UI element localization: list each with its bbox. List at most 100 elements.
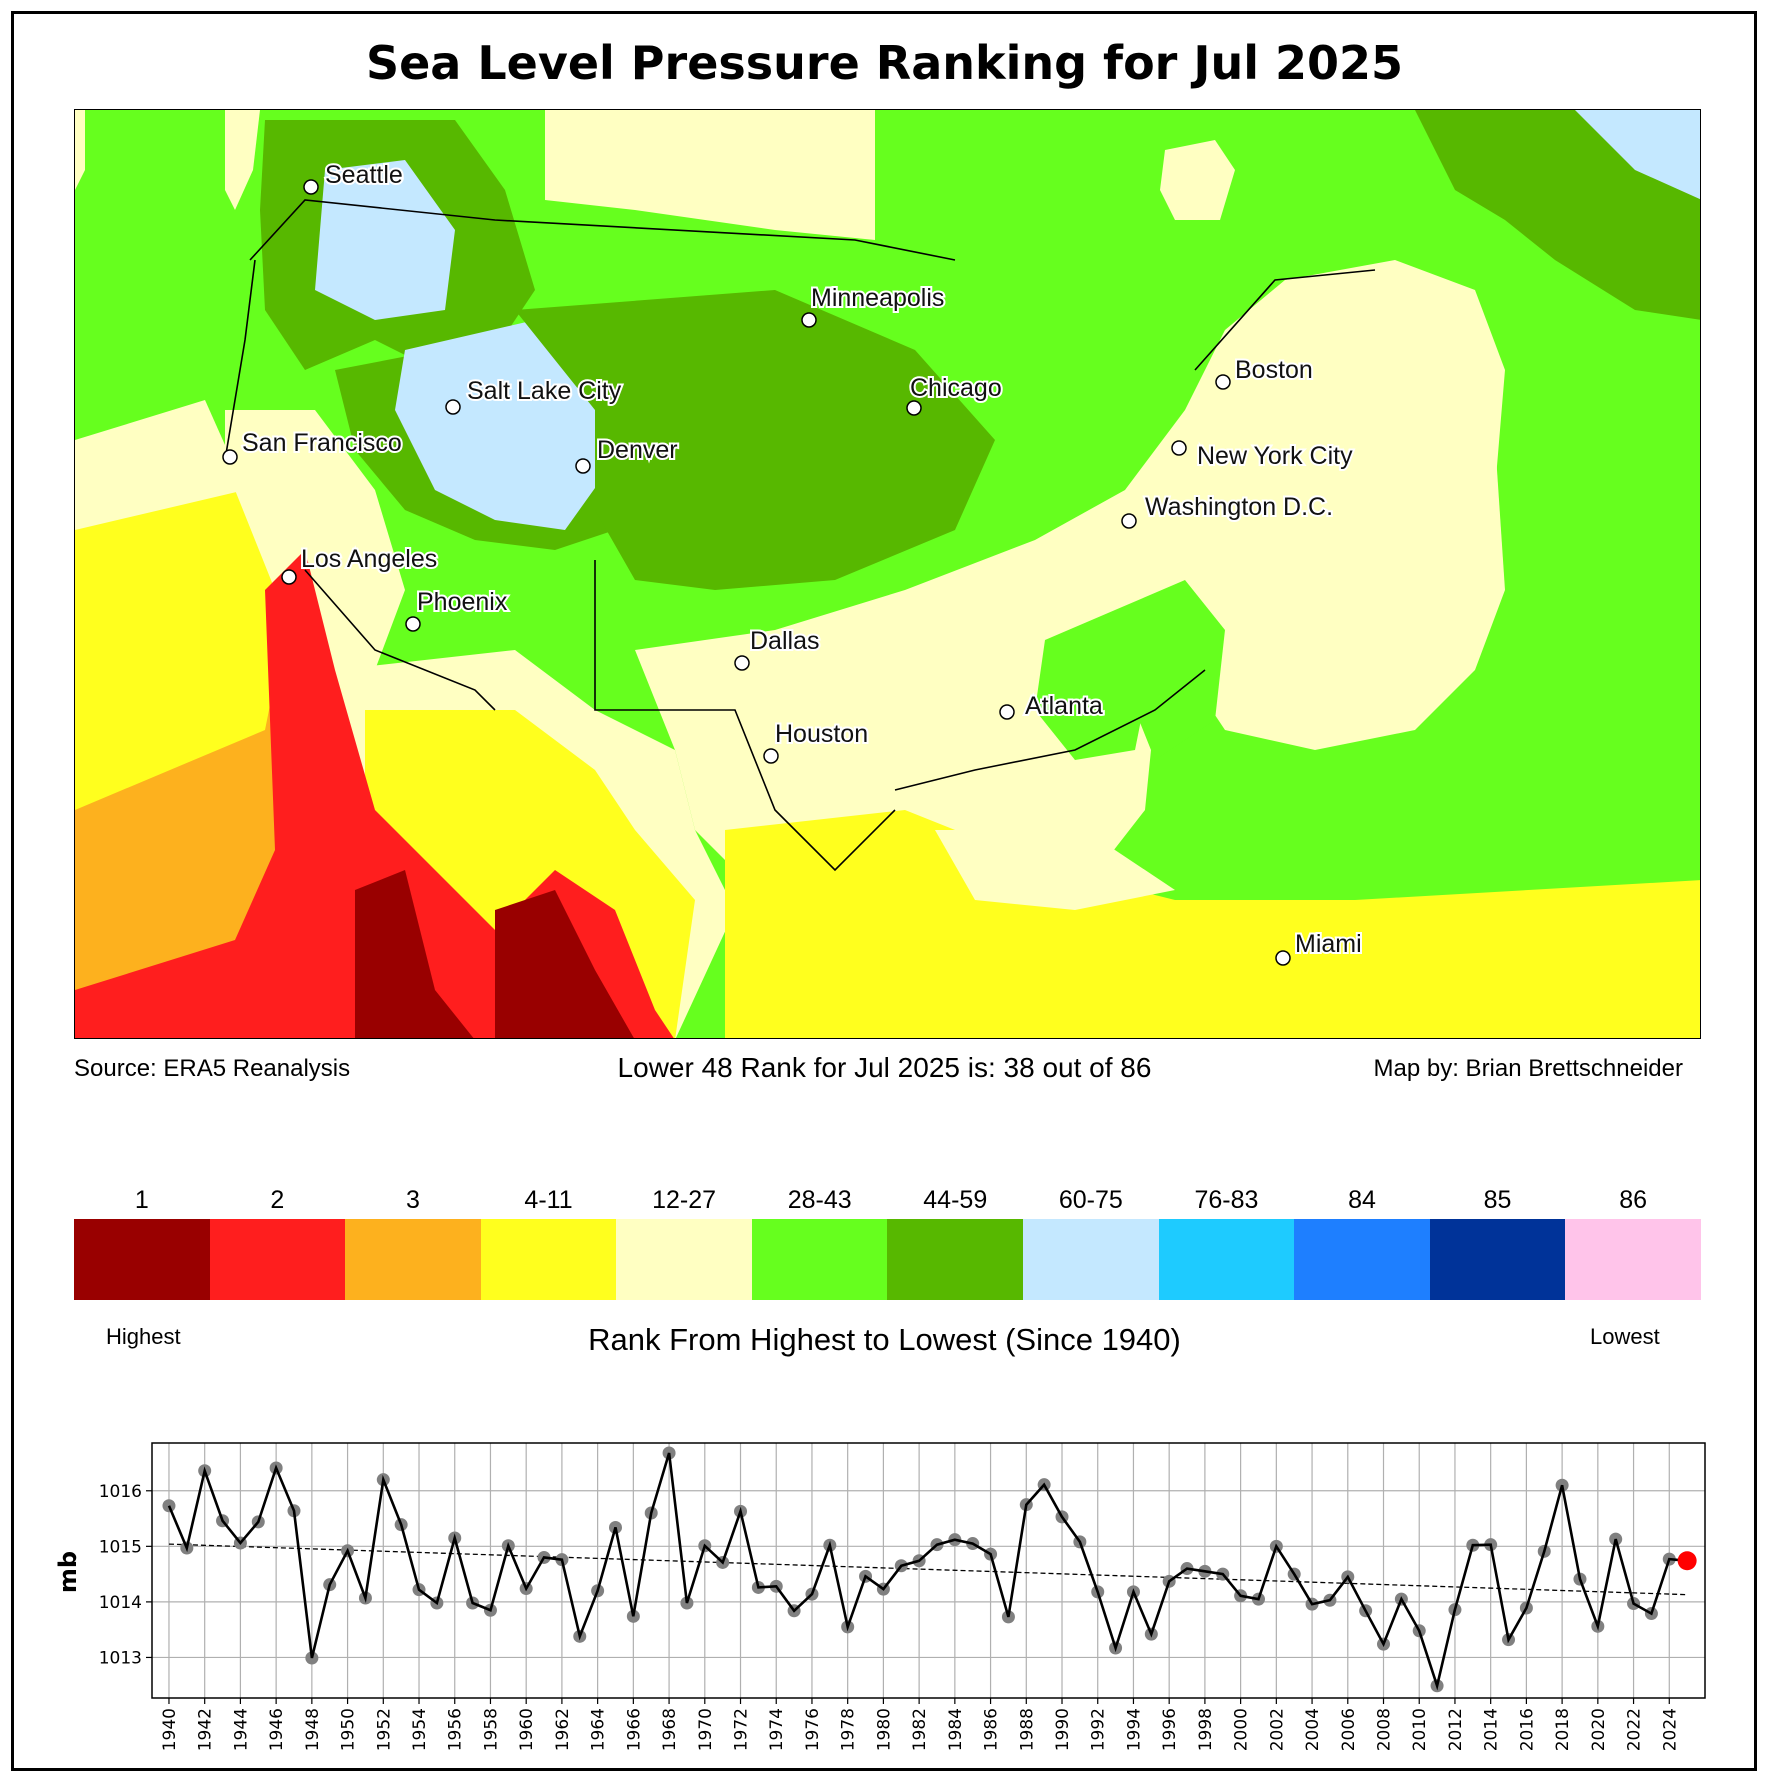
- region-atlantic-north: [1575, 110, 1700, 200]
- legend-swatch: [480, 1219, 617, 1300]
- legend-colorbar: [74, 1219, 1701, 1300]
- state-borders: [224, 199, 1376, 872]
- y-tick-label: 1014: [99, 1593, 142, 1613]
- data-point: [162, 1499, 176, 1513]
- city-denver: Denver: [575, 434, 680, 474]
- city-label: Dallas: [750, 627, 819, 655]
- city-marker-icon: [575, 458, 591, 474]
- x-tick-label: 2018: [1553, 1708, 1573, 1751]
- city-marker-icon: [1275, 950, 1291, 966]
- x-tick-label: 1952: [374, 1708, 394, 1751]
- legend-lowest-label: Lowest: [1590, 1324, 1660, 1349]
- city-marker-icon: [906, 400, 922, 416]
- x-tick-label: 1946: [267, 1708, 287, 1751]
- region-rank1-baja: [355, 870, 474, 1038]
- rank-map: Seattle San Francisco Los Angeles Phoenix Sa…: [74, 109, 1701, 1039]
- x-tick-label: 2012: [1446, 1708, 1466, 1751]
- city-label: Salt Lake City: [467, 377, 622, 405]
- legend-swatch: [1023, 1219, 1159, 1300]
- x-tick-label: 1978: [839, 1708, 859, 1751]
- chart-points: [162, 1446, 1676, 1693]
- x-tick-label: 1990: [1053, 1708, 1073, 1751]
- x-tick-label: 1986: [982, 1708, 1002, 1751]
- x-tick-label: 1960: [517, 1708, 537, 1751]
- x-tick-label: 2008: [1375, 1708, 1395, 1751]
- x-tick-label: 1982: [910, 1708, 930, 1751]
- trend-line: [168, 1543, 1688, 1596]
- city-label: Seattle: [325, 161, 403, 189]
- city-dallas: Dallas: [734, 625, 821, 671]
- city-atlanta: Atlanta: [999, 690, 1105, 722]
- region-atlantic-yellow: [1185, 410, 1505, 750]
- region-pacific-patch: [225, 110, 260, 210]
- x-tick-label: 1998: [1196, 1708, 1216, 1751]
- legend-swatch: [887, 1219, 1024, 1300]
- legend-highest-label: Highest: [106, 1324, 181, 1349]
- legend-swatch: [616, 1219, 752, 1300]
- legend-bin-label: 28-43: [787, 1186, 852, 1214]
- city-markers: Seattle San Francisco Los Angeles Phoenix Sa…: [222, 159, 1364, 966]
- city-label: Houston: [775, 720, 868, 748]
- x-tick-label: 1944: [231, 1708, 251, 1751]
- x-tick-label: 1992: [1089, 1708, 1109, 1751]
- x-tick-label: 1964: [589, 1708, 609, 1751]
- region-great-basin-blue: [395, 320, 615, 530]
- x-tick-label: 1948: [303, 1708, 323, 1751]
- y-tick-label: 1015: [99, 1537, 142, 1557]
- city-label: Phoenix: [417, 588, 508, 616]
- legend-title: Rank From Highest to Lowest (Since 1940): [588, 1322, 1181, 1357]
- y-axis-label: mb: [54, 1551, 82, 1593]
- x-tick-label: 1974: [767, 1708, 787, 1751]
- x-tick-label: 2004: [1303, 1708, 1323, 1751]
- region-atlantic-green: [1115, 580, 1225, 760]
- city-salt-lake-city: Salt Lake City: [445, 375, 624, 415]
- city-seattle: Seattle: [303, 159, 405, 195]
- legend-bin-label: 44-59: [923, 1186, 988, 1214]
- legend-swatch: [1429, 1219, 1566, 1300]
- city-minneapolis: Minneapolis: [801, 282, 946, 328]
- city-label: Miami: [1295, 930, 1362, 958]
- city-marker-icon: [801, 312, 817, 328]
- city-marker-icon: [1121, 513, 1137, 529]
- city-marker-icon: [734, 655, 750, 671]
- city-miami: Miami: [1275, 928, 1364, 966]
- city-marker-icon: [1215, 374, 1231, 390]
- legend-swatch: [1294, 1219, 1430, 1300]
- x-tick-label: 2024: [1660, 1708, 1680, 1751]
- x-tick-label: 1942: [196, 1708, 216, 1751]
- current-year-point: [1677, 1551, 1697, 1571]
- legend-swatch: [751, 1219, 888, 1300]
- legend-bin-label: 84: [1348, 1186, 1376, 1214]
- x-tick-label: 1980: [874, 1708, 894, 1751]
- city-san-francisco: San Francisco: [222, 427, 404, 465]
- region-pacific-light: [75, 400, 245, 530]
- y-tick-label: 1013: [99, 1648, 142, 1668]
- city-label: Atlanta: [1025, 692, 1103, 720]
- x-tick-label: 2016: [1517, 1708, 1537, 1751]
- x-tick-label: 1972: [732, 1708, 752, 1751]
- city-marker-icon: [763, 748, 779, 764]
- x-tick-label: 1968: [660, 1708, 680, 1751]
- figure-border: [11, 11, 1757, 1771]
- city-washington-d-c-: Washington D.C.: [1121, 491, 1335, 529]
- rank-caption: Lower 48 Rank for Jul 2025 is: 38 out of…: [617, 1052, 1152, 1083]
- x-tick-label: 1940: [160, 1708, 180, 1751]
- x-tick-label: 1958: [481, 1708, 501, 1751]
- city-boston: Boston: [1215, 354, 1315, 390]
- x-tick-label: 1984: [946, 1708, 966, 1751]
- region-canada-central: [545, 110, 875, 240]
- city-label: Chicago: [910, 374, 1002, 402]
- chart-frame: [151, 1442, 1706, 1699]
- legend-labels: 1 2 3 4-11 12-27 28-43 44-59 60-75 76-83 84 85 86: [74, 1186, 1701, 1220]
- legend-swatch: [345, 1219, 481, 1300]
- x-tick-label: 1966: [624, 1708, 644, 1751]
- city-label: Minneapolis: [811, 284, 944, 312]
- region-pnw-blue: [315, 160, 455, 320]
- legend-swatch: [1565, 1219, 1701, 1300]
- city-marker-icon: [445, 399, 461, 415]
- city-marker-icon: [999, 704, 1015, 720]
- legend-bin-label: 60-75: [1058, 1186, 1123, 1214]
- x-tick-label: 2022: [1625, 1708, 1645, 1751]
- city-label: Boston: [1235, 356, 1313, 384]
